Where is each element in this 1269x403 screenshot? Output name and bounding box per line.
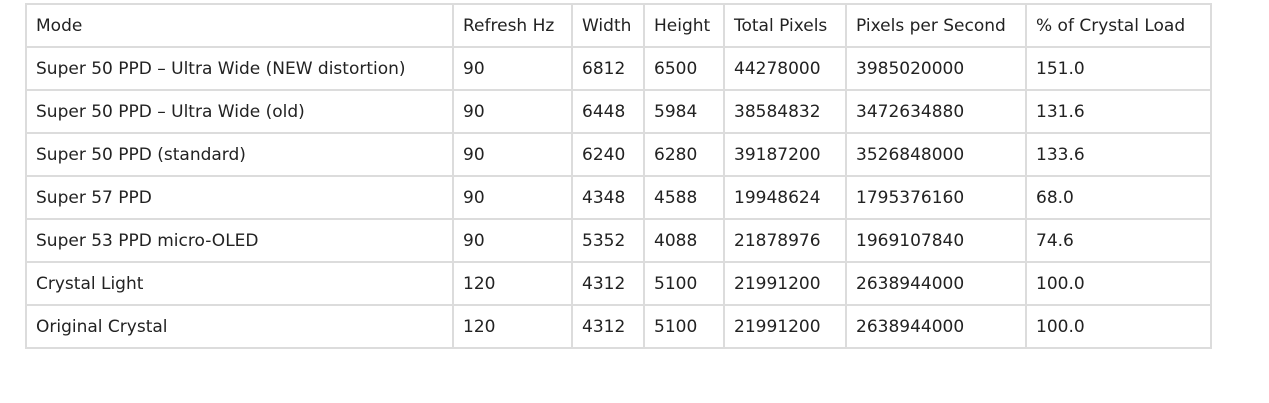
table-cell: 3985020000 <box>845 46 1027 91</box>
table-cell: Super 50 PPD – Ultra Wide (old) <box>25 89 454 134</box>
table-cell: 74.6 <box>1025 218 1212 263</box>
table-cell: 6280 <box>643 132 725 177</box>
table-cell: 68.0 <box>1025 175 1212 220</box>
table-cell: 4312 <box>571 304 645 349</box>
table-cell: 5984 <box>643 89 725 134</box>
table-cell: 131.6 <box>1025 89 1212 134</box>
table-row: Crystal Light 120 4312 5100 21991200 26389440… <box>25 261 1212 306</box>
table-cell: 21991200 <box>723 304 847 349</box>
table-cell: 5352 <box>571 218 645 263</box>
table-cell: 2638944000 <box>845 261 1027 306</box>
table-cell: 21991200 <box>723 261 847 306</box>
table-row: Super 57 PPD 90 4348 4588 19948624 1795376160… <box>25 175 1212 220</box>
table-cell: 6448 <box>571 89 645 134</box>
table-cell: 90 <box>452 218 573 263</box>
table-cell: 6500 <box>643 46 725 91</box>
column-header: Width <box>571 3 645 48</box>
table-cell: 4348 <box>571 175 645 220</box>
table-cell: 120 <box>452 261 573 306</box>
table-cell: 90 <box>452 46 573 91</box>
table-cell: Super 50 PPD (standard) <box>25 132 454 177</box>
table-cell: 44278000 <box>723 46 847 91</box>
table-cell: Crystal Light <box>25 261 454 306</box>
table-cell: Super 53 PPD micro-OLED <box>25 218 454 263</box>
column-header: Total Pixels <box>723 3 847 48</box>
table-cell: 4312 <box>571 261 645 306</box>
table-cell: 6240 <box>571 132 645 177</box>
table-cell: 5100 <box>643 304 725 349</box>
table-cell: 3526848000 <box>845 132 1027 177</box>
table-cell: 3472634880 <box>845 89 1027 134</box>
table-row: Super 53 PPD micro-OLED 90 5352 4088 2187897… <box>25 218 1212 263</box>
table-cell: 100.0 <box>1025 261 1212 306</box>
table-cell: 21878976 <box>723 218 847 263</box>
column-header: % of Crystal Load <box>1025 3 1212 48</box>
table-cell: 6812 <box>571 46 645 91</box>
table-cell: 2638944000 <box>845 304 1027 349</box>
table-cell: Super 57 PPD <box>25 175 454 220</box>
table-row: Super 50 PPD – Ultra Wide (old) 90 6448 598… <box>25 89 1212 134</box>
table-cell: 19948624 <box>723 175 847 220</box>
table-cell: 4088 <box>643 218 725 263</box>
table-cell: 133.6 <box>1025 132 1212 177</box>
column-header: Pixels per Second <box>845 3 1027 48</box>
table-header-row: Mode Refresh Hz Width Height Total Pixels Pix… <box>25 3 1212 48</box>
table-cell: 151.0 <box>1025 46 1212 91</box>
table-cell: 120 <box>452 304 573 349</box>
table-cell: Super 50 PPD – Ultra Wide (NEW distortio… <box>25 46 454 91</box>
column-header: Height <box>643 3 725 48</box>
table-cell: 5100 <box>643 261 725 306</box>
display-modes-table: Mode Refresh Hz Width Height Total Pixels Pix… <box>25 3 1212 349</box>
column-header: Refresh Hz <box>452 3 573 48</box>
table-cell: 100.0 <box>1025 304 1212 349</box>
table-cell: 90 <box>452 175 573 220</box>
table-cell: 38584832 <box>723 89 847 134</box>
table-row: Super 50 PPD – Ultra Wide (NEW distortio… <box>25 46 1212 91</box>
table-row: Super 50 PPD (standard) 90 6240 6280 3918720… <box>25 132 1212 177</box>
table-cell: Original Crystal <box>25 304 454 349</box>
table-cell: 1795376160 <box>845 175 1027 220</box>
table-row: Original Crystal 120 4312 5100 21991200 26389… <box>25 304 1212 349</box>
table-cell: 4588 <box>643 175 725 220</box>
table-cell: 39187200 <box>723 132 847 177</box>
table-cell: 90 <box>452 132 573 177</box>
table-cell: 1969107840 <box>845 218 1027 263</box>
table-cell: 90 <box>452 89 573 134</box>
column-header: Mode <box>25 3 454 48</box>
